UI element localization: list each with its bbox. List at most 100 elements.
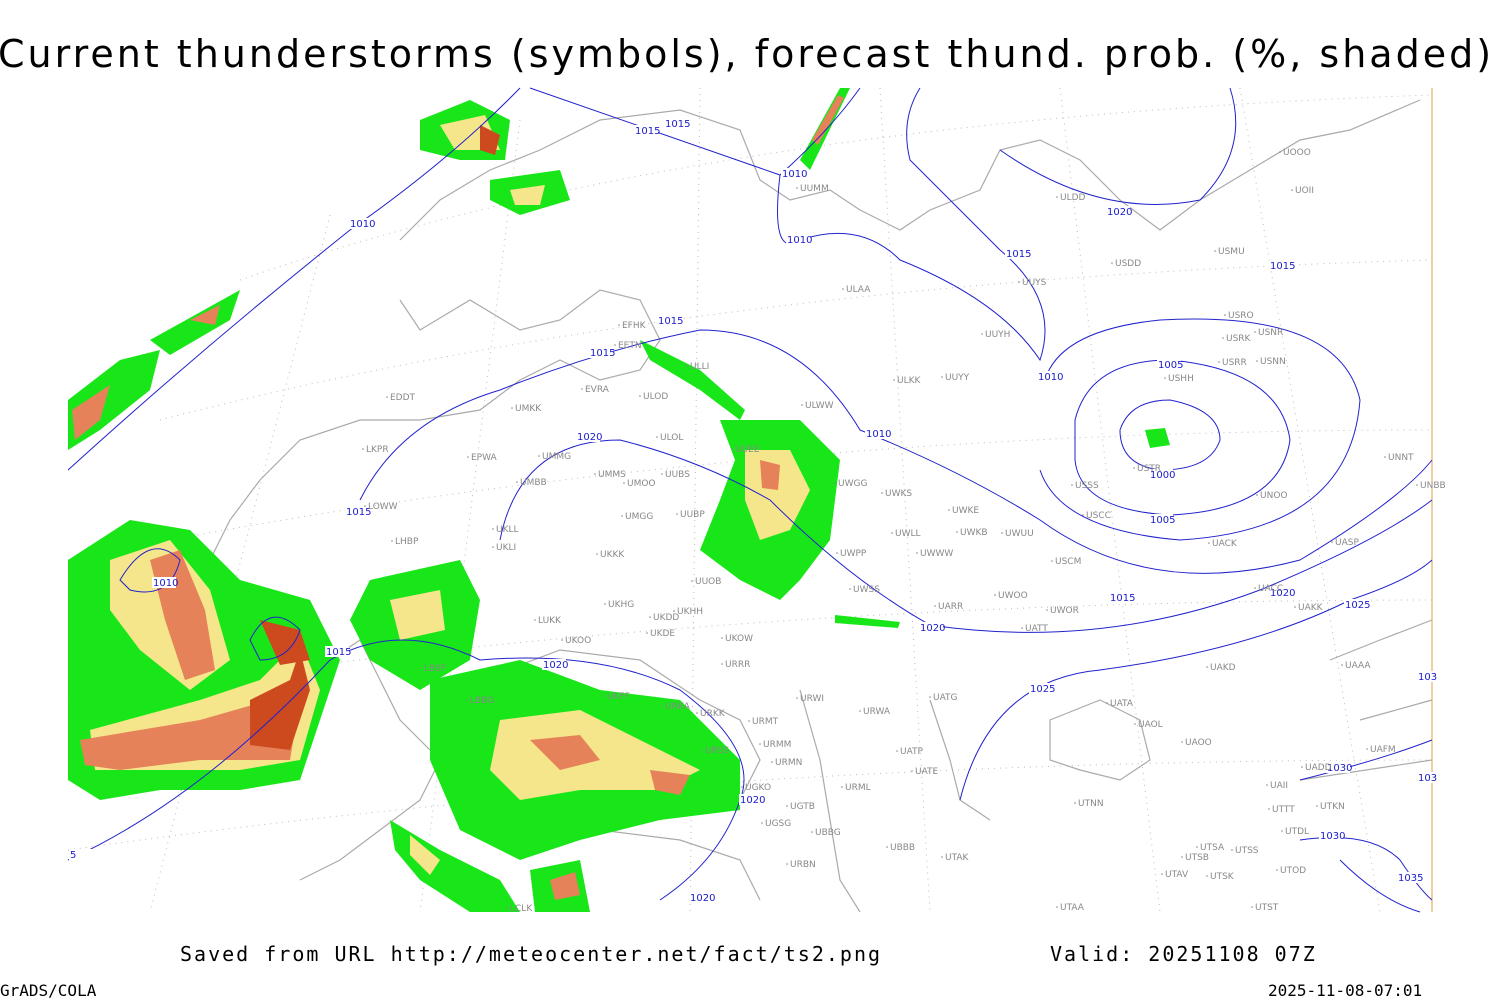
station-dot [646, 632, 648, 634]
station-dot [1082, 514, 1084, 516]
isobar-label-bg [345, 506, 369, 517]
isobar-label-bg [542, 659, 566, 670]
station-label: UAOO [1185, 738, 1212, 748]
station-dot [1206, 666, 1208, 668]
station-label: UASP [1335, 538, 1359, 548]
station-label: URSS [705, 746, 730, 756]
isobar-label: 103 [1418, 773, 1437, 784]
station-label: UNBB [1420, 481, 1446, 491]
station-dot [1133, 467, 1135, 469]
station-dot [786, 805, 788, 807]
station-label: UWUU [1005, 529, 1034, 539]
station-dot [896, 750, 898, 752]
station-dot [731, 448, 733, 450]
station-dot [796, 187, 798, 189]
isobar-label: 1020 [690, 893, 715, 904]
station-label: LCLK [510, 904, 533, 914]
station-label: UMGG [625, 512, 653, 522]
isobar-label: 1015 [658, 316, 683, 327]
station-label: UAAA [1345, 661, 1371, 671]
station-dot [941, 856, 943, 858]
station-label: EFHK [622, 321, 647, 331]
isobar-label: 1010 [787, 235, 812, 246]
station-dot [686, 365, 688, 367]
station-dot [1051, 560, 1053, 562]
map-title: Current thunderstorms (symbols), forecas… [0, 32, 1494, 76]
station-label: UWWW [920, 549, 953, 559]
isobar-label: 1010 [782, 169, 807, 180]
isobar-label: 1015 [1006, 249, 1031, 260]
station-label: EETN [618, 341, 642, 351]
isobar-label: 1015 [1270, 261, 1295, 272]
station-dot [1294, 606, 1296, 608]
station-label: UTAA [1060, 903, 1085, 913]
station-label: ULOD [643, 392, 668, 402]
station-dot [623, 482, 625, 484]
isobar-label: 1020 [543, 660, 568, 671]
isobar-label-bg [69, 849, 93, 860]
station-dot [994, 594, 996, 596]
station-label: UWLL [895, 529, 921, 539]
station-label: USCM [1055, 557, 1081, 567]
isobar-label: 1030 [1327, 763, 1352, 774]
station-label: EDDT [390, 393, 416, 403]
valid-time: Valid: 20251108 07Z [1050, 942, 1317, 966]
station-dot [534, 619, 536, 621]
station-label: URWI [800, 694, 824, 704]
isobar-label: 1020 [920, 623, 945, 634]
station-label: UATP [900, 747, 924, 757]
station-label: USHH [1168, 374, 1194, 384]
isobar-label-bg [657, 315, 681, 326]
station-label: URKA [665, 702, 691, 712]
station-dot [676, 513, 678, 515]
station-label: ULWW [805, 401, 834, 411]
isobar-label-bg [349, 218, 373, 229]
station-label: UUYY [945, 373, 970, 383]
station-dot [467, 456, 469, 458]
station-dot [596, 553, 598, 555]
station-dot [934, 605, 936, 607]
station-label: UWGG [838, 479, 867, 489]
isobar-label-bg [634, 125, 658, 136]
isobar-label: 1010 [153, 578, 178, 589]
station-label: UKKK [600, 550, 625, 560]
station-dot [561, 639, 563, 641]
station-label: UTSS [1235, 846, 1259, 856]
station-label: UNNT [1388, 453, 1414, 463]
isobar-label-bg [1269, 587, 1293, 598]
software-credit: GrADS/COLA [0, 981, 97, 1000]
station-dot [786, 863, 788, 865]
station-label: LOWW [368, 502, 398, 512]
station-dot [1181, 856, 1183, 858]
station-label: UTDL [1285, 827, 1309, 837]
isobar-label-bg [1269, 260, 1293, 271]
station-dot [603, 695, 605, 697]
station-dot [886, 846, 888, 848]
station-dot [511, 407, 513, 409]
station-label: UACC [1258, 584, 1283, 594]
station-label: UWOR [1050, 606, 1079, 616]
station-dot [1281, 830, 1283, 832]
isobar-label: 1015 [635, 126, 660, 137]
station-label: UWOO [998, 591, 1028, 601]
station-label: UADD [1305, 763, 1332, 773]
isobar-label: 1015 [590, 348, 615, 359]
station-dot [811, 831, 813, 833]
station-dot [916, 552, 918, 554]
station-label: UKHG [608, 600, 634, 610]
isobar-label-bg [689, 892, 713, 903]
station-label: ULDD [1060, 193, 1086, 203]
station-label: LUKK [538, 616, 562, 626]
station-dot [956, 531, 958, 533]
isobar-label: 1015 [1110, 593, 1135, 604]
station-label: UGKO [745, 783, 771, 793]
station-label: UTAK [945, 853, 970, 863]
isobar-label: 1010 [866, 429, 891, 440]
station-label: UUYS [1022, 278, 1047, 288]
station-dot [1331, 541, 1333, 543]
station-label: LHBP [395, 537, 419, 547]
source-url: Saved from URL http://meteocenter.net/fa… [180, 942, 882, 966]
isobar-label-bg [1319, 830, 1343, 841]
station-dot [649, 616, 651, 618]
station-dot [1222, 337, 1224, 339]
